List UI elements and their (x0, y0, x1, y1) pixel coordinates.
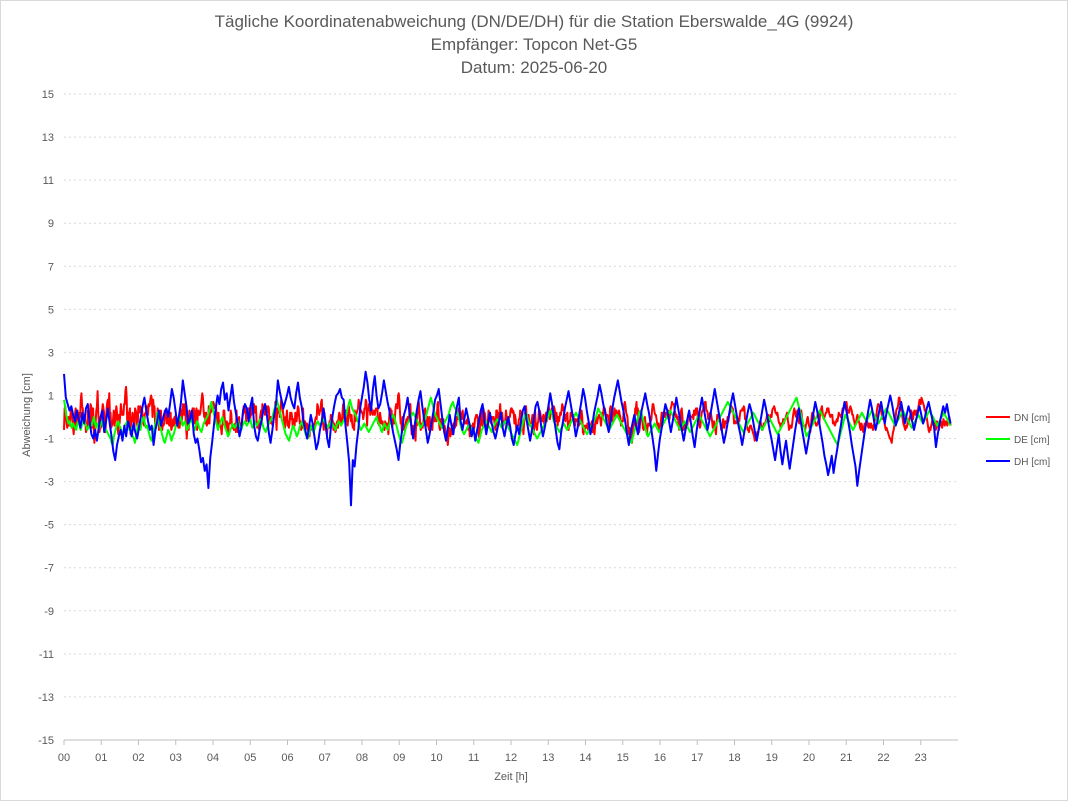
y-tick-label: 3 (48, 347, 54, 359)
series-lines (63, 370, 952, 507)
y-tick-label: -5 (44, 520, 54, 532)
x-tick-label: 00 (58, 752, 70, 764)
legend-label-dn: DN [cm] (1014, 413, 1050, 424)
y-tick-label: 7 (48, 261, 54, 273)
y-tick-label: 15 (42, 89, 54, 101)
x-tick-label: 14 (579, 752, 591, 764)
y-tick-label: -11 (39, 649, 54, 661)
legend-label-de: DE [cm] (1014, 435, 1050, 446)
x-tick-label: 08 (356, 752, 368, 764)
y-tick-label: 9 (48, 218, 54, 230)
x-axis-ticks: 00 01 02 03 04 05 06 07 08 09 10 11 12 13 14 15 16 17 18 19… (58, 740, 927, 764)
x-tick-label: 16 (654, 752, 666, 764)
x-tick-label: 01 (95, 752, 107, 764)
y-tick-label: -15 (38, 735, 54, 747)
grid-lines (64, 93, 958, 698)
x-tick-label: 05 (244, 752, 256, 764)
x-tick-label: 07 (319, 752, 331, 764)
y-axis-ticks: 15 13 11 9 7 5 3 1 -1 -3 -5 -7 -9 -11 -13 -15 (38, 89, 54, 747)
x-tick-label: 03 (170, 752, 182, 764)
x-tick-label: 09 (393, 752, 405, 764)
series-line-dh (63, 370, 952, 507)
x-tick-label: 04 (207, 752, 219, 764)
y-axis-label: Abweichung [cm] (21, 373, 33, 457)
y-tick-label: -13 (38, 692, 54, 704)
x-tick-label: 20 (803, 752, 815, 764)
legend: DN [cm] DE [cm] DH [cm] (986, 413, 1050, 468)
x-tick-label: 15 (617, 752, 629, 764)
chart-subtitle-date: Datum: 2025-06-20 (460, 58, 608, 77)
y-tick-label: 11 (43, 175, 54, 187)
x-tick-label: 10 (430, 752, 442, 764)
x-tick-label: 17 (691, 752, 703, 764)
x-tick-label: 21 (840, 752, 852, 764)
x-tick-label: 19 (766, 752, 778, 764)
x-axis-label: Zeit [h] (494, 771, 528, 783)
x-tick-label: 22 (877, 752, 889, 764)
x-tick-label: 11 (468, 752, 479, 764)
y-tick-label: -3 (44, 477, 54, 489)
y-tick-label: 5 (48, 304, 54, 316)
x-tick-label: 06 (281, 752, 293, 764)
y-tick-label: 13 (42, 132, 54, 144)
x-tick-label: 02 (132, 752, 144, 764)
x-tick-label: 18 (728, 752, 740, 764)
chart-title: Tägliche Koordinatenabweichung (DN/DE/DH… (214, 12, 854, 31)
x-tick-label: 23 (915, 752, 927, 764)
x-tick-label: 12 (505, 752, 517, 764)
x-tick-label: 13 (542, 752, 554, 764)
y-tick-label: 1 (48, 390, 54, 402)
y-tick-label: -9 (44, 606, 54, 618)
y-tick-label: -7 (44, 563, 54, 575)
y-tick-label: -1 (44, 434, 54, 446)
chart-subtitle-receiver: Empfänger: Topcon Net-G5 (430, 35, 638, 54)
legend-label-dh: DH [cm] (1014, 457, 1050, 468)
